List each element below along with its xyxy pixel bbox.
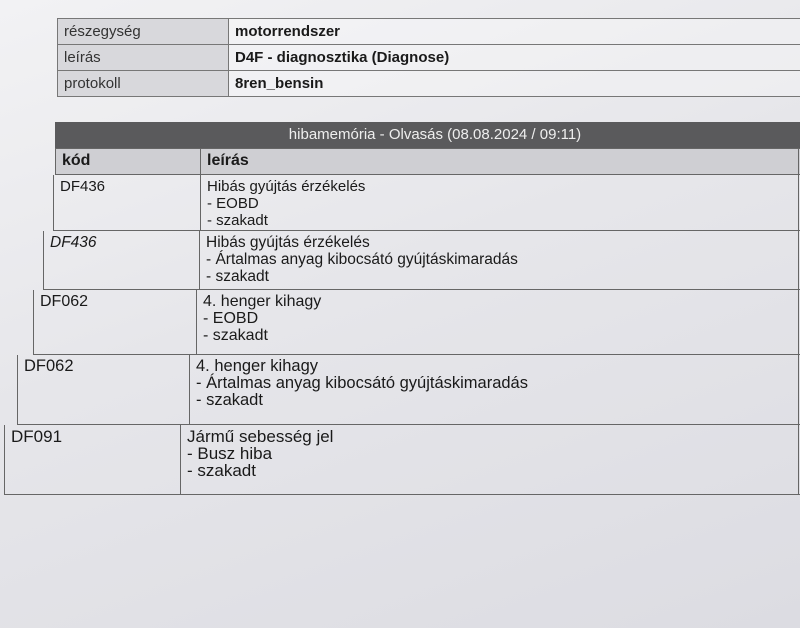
description-line: 4. henger kihagy — [196, 357, 319, 375]
fault-code: DF436 — [44, 231, 200, 289]
info-value: 8ren_bensin — [228, 70, 800, 97]
fault-row: DF091 Jármű sebesség jel - Busz hiba - szak… — [4, 425, 800, 495]
info-label: leírás — [57, 44, 229, 71]
info-table: részegység motorrendszer leírás D4F - diag… — [57, 18, 800, 97]
fault-description: Jármű sebesség jel - Busz hiba - szakadt — [181, 425, 799, 494]
description-line: 4. henger kihagy — [203, 293, 322, 310]
description-line: - szakadt — [196, 391, 263, 409]
description-line: - EOBD — [207, 195, 259, 212]
fault-row: DF062 4. henger kihagy - EOBD - szakadt — [33, 290, 800, 355]
fault-code: DF062 — [34, 290, 197, 354]
info-value: motorrendszer — [228, 18, 800, 45]
fault-row: DF436 Hibás gyújtás érzékelés - Ártalmas a… — [43, 231, 800, 290]
description-line: Jármű sebesség jel — [187, 427, 334, 446]
description-line: - Busz hiba — [187, 444, 273, 463]
column-header-code: kód — [56, 149, 201, 174]
description-line: - szakadt — [187, 461, 256, 480]
info-value: D4F - diagnosztika (Diagnose) — [228, 44, 800, 71]
description-line: - szakadt — [203, 327, 268, 344]
description-line: Hibás gyújtás érzékelés — [206, 234, 370, 251]
column-header-description: leírás — [201, 149, 799, 174]
fault-description: 4. henger kihagy - Ártalmas anyag kibocsá… — [190, 355, 799, 424]
fault-code: DF436 — [54, 175, 201, 230]
info-label: részegység — [57, 18, 229, 45]
description-line: - EOBD — [203, 310, 259, 327]
description-line: - Ártalmas anyag kibocsátó gyújtáskimara… — [206, 251, 518, 268]
info-label: protokoll — [57, 70, 229, 97]
info-row: protokoll 8ren_bensin — [57, 70, 800, 97]
column-header-row: kód leírás le — [55, 148, 800, 175]
fault-description: Hibás gyújtás érzékelés - EOBD - szakadt — [201, 175, 799, 230]
fault-code: DF091 — [5, 425, 181, 494]
fault-description: 4. henger kihagy - EOBD - szakadt — [197, 290, 799, 354]
fault-code: DF062 — [18, 355, 190, 424]
info-row: részegység motorrendszer — [57, 18, 800, 45]
description-line: - szakadt — [206, 268, 269, 285]
description-line: - szakadt — [207, 212, 268, 229]
fault-description: Hibás gyújtás érzékelés - Ártalmas anyag … — [200, 231, 799, 289]
info-row: leírás D4F - diagnosztika (Diagnose) — [57, 44, 800, 71]
description-line: - Ártalmas anyag kibocsátó gyújtáskimara… — [196, 374, 528, 392]
fault-row: DF062 4. henger kihagy - Ártalmas anyag ki… — [17, 355, 800, 425]
fault-row: DF436 Hibás gyújtás érzékelés - EOBD - szak… — [53, 175, 800, 231]
description-line: Hibás gyújtás érzékelés — [207, 178, 366, 195]
fault-memory-title: hibamemória - Olvasás (08.08.2024 / 09:1… — [55, 122, 800, 148]
